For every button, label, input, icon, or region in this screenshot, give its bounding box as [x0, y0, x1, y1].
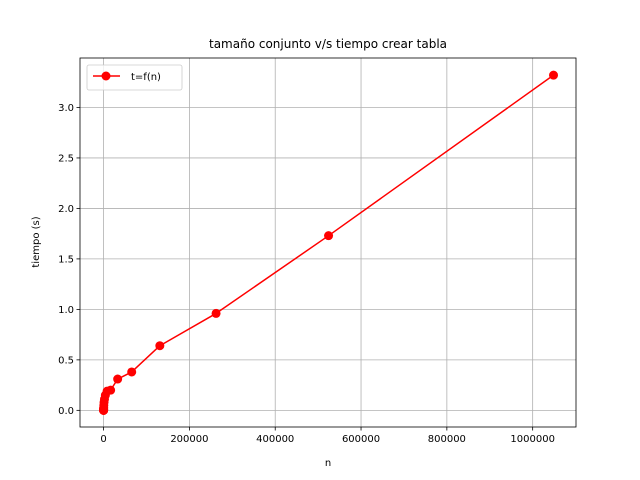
y-axis-label: tiempo (s): [31, 216, 42, 267]
y-tick-label: 0.5: [58, 355, 74, 366]
x-tick-label: 400000: [256, 434, 294, 445]
x-tick-label: 600000: [342, 434, 380, 445]
legend-label: t=f(n): [131, 72, 161, 83]
y-tick-label: 1.5: [58, 254, 74, 265]
x-tick-label: 1000000: [510, 434, 555, 445]
x-tick-label: 200000: [170, 434, 208, 445]
data-point: [106, 385, 116, 395]
legend-box: [86, 64, 183, 91]
plot-frame: [79, 57, 577, 428]
y-tick-label: 0.0: [58, 406, 74, 417]
y-tick-label: 2.5: [58, 153, 74, 164]
data-point: [549, 70, 559, 80]
series-layer: [99, 70, 559, 415]
grid: [80, 58, 576, 427]
x-tick-label: 0: [100, 434, 106, 445]
data-point: [211, 308, 221, 318]
y-tick-label: 3.0: [58, 103, 74, 114]
chart-title: tamaño conjunto v/s tiempo crear tabla: [209, 37, 447, 51]
data-point: [155, 341, 165, 351]
y-axis-ticks: 0.0 0.5 1.0 1.5 2.0 2.5 3.0: [58, 103, 80, 417]
y-tick-label: 2.0: [58, 204, 74, 215]
legend: t=f(n): [86, 64, 183, 91]
legend-marker: [101, 71, 111, 81]
data-point: [324, 231, 334, 241]
y-tick-label: 1.0: [58, 305, 74, 316]
x-axis-label: n: [325, 458, 331, 469]
data-point: [113, 374, 123, 384]
x-axis-ticks: 0 200000 400000 600000 800000 1000000: [100, 427, 555, 445]
x-tick-label: 800000: [428, 434, 466, 445]
data-point: [127, 367, 137, 377]
